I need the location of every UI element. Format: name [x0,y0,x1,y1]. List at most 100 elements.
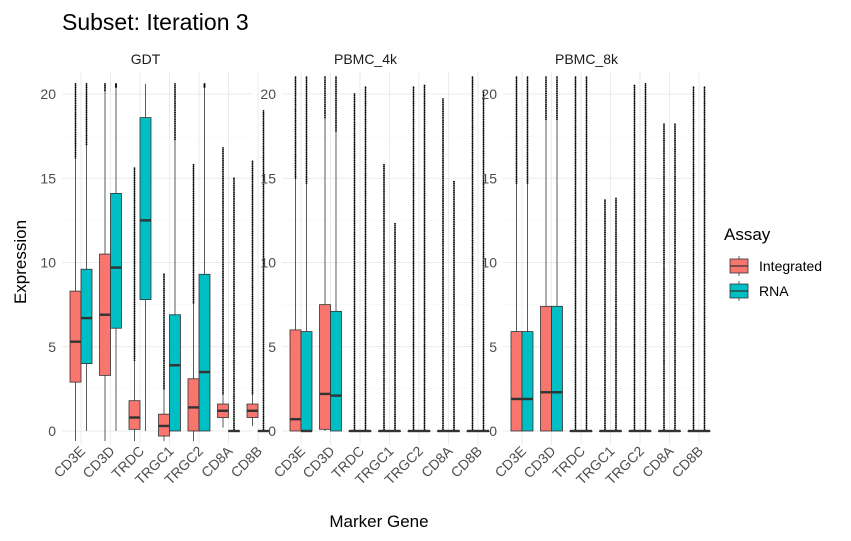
outlier-point [364,97,367,99]
outlier-point [633,370,636,373]
outlier-point [674,132,676,135]
outlier-point [453,336,455,339]
outlier-point [383,304,385,306]
outlier-point [604,300,606,303]
outlier-point [574,356,577,359]
outlier-point [192,273,195,276]
outlier-point [615,385,617,387]
outlier-point [615,397,617,400]
outlier-point [663,314,665,317]
outlier-point [305,135,308,138]
outlier-point [383,332,385,335]
outlier-point [442,208,444,211]
outlier-point [233,417,235,420]
outlier-point [442,352,444,355]
outlier-point [222,362,224,365]
outlier-point [192,181,195,184]
outlier-point [633,295,636,297]
outlier-point [604,347,606,349]
outlier-point [364,403,367,405]
outlier-point [703,410,706,413]
outlier-point [471,408,474,411]
outlier-point [674,320,676,322]
outlier-point [692,95,695,98]
outlier-point [663,217,665,220]
outlier-point [453,295,455,298]
outlier-point [442,193,444,196]
outlier-point [353,395,356,398]
outlier-point [364,334,367,337]
outlier-point [251,248,254,251]
outlier-point [233,381,235,384]
outlier-point [412,233,415,236]
outlier-point [74,151,77,154]
outlier-point [692,111,695,114]
outlier-point [585,241,588,244]
outlier-point [222,220,224,223]
y-tick-label: 5 [268,339,276,355]
outlier-point [663,394,665,396]
outlier-point [633,311,636,314]
outlier-point [324,78,326,80]
outlier-point [482,379,485,382]
outlier-point [442,338,444,340]
outlier-point [364,152,367,155]
outlier-point [305,150,308,152]
outlier-point [294,146,297,149]
outlier-point [471,200,474,202]
outlier-point [703,286,706,288]
outlier-point [604,220,606,223]
outlier-point [585,385,588,387]
outlier-point [262,404,265,407]
outlier-point [515,121,518,124]
outlier-point [394,347,396,349]
outlier-point [262,176,265,179]
outlier-point [251,365,254,368]
outlier-point [453,379,455,382]
outlier-point [515,155,518,158]
outlier-point [133,285,136,288]
outlier-point [294,164,297,167]
outlier-point [585,210,588,213]
outlier-point [364,266,367,269]
outlier-point [251,160,254,163]
outlier-point [442,168,444,171]
outlier-point [262,232,265,235]
outlier-point [262,190,265,193]
outlier-point [174,100,176,103]
outlier-point [471,378,474,380]
outlier-point [353,356,356,359]
outlier-point [262,255,265,258]
outlier-point [442,330,444,333]
outlier-point [262,205,265,208]
outlier-point [192,284,195,286]
outlier-point [222,163,224,165]
outlier-point [233,265,235,268]
outlier-point [412,106,415,108]
outlier-point [585,334,588,337]
outlier-point [233,401,235,404]
outlier-point [305,119,308,122]
outlier-point [574,369,577,371]
outlier-point [574,378,577,380]
outlier-point [423,241,426,243]
outlier-point [251,266,254,269]
outlier-point [585,246,588,249]
outlier-point [192,278,195,281]
outlier-point [633,244,636,247]
outlier-point [482,246,485,249]
outlier-point [383,345,385,348]
outlier-point [574,178,577,181]
outlier-point [192,280,195,283]
outlier-point [222,193,224,196]
outlier-point [74,115,77,118]
outlier-point [633,251,636,254]
outlier-point [394,312,396,315]
outlier-point [364,205,367,207]
outlier-point [442,390,444,393]
outlier-point [423,153,426,155]
outlier-point [222,236,224,239]
outlier-point [163,348,165,351]
outlier-point [133,301,136,304]
outlier-point [442,249,444,252]
